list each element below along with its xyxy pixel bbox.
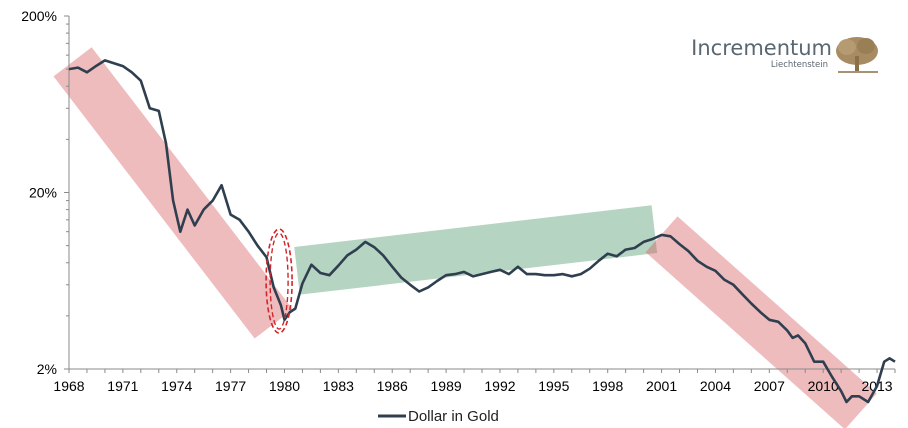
- x-tick-label: 1977: [215, 378, 246, 394]
- x-tick-label: 1995: [538, 378, 569, 394]
- x-tick-label: 1968: [53, 378, 84, 394]
- x-tick-label: 2010: [808, 378, 839, 394]
- x-ticks: 1968 1971 1974 1977 1980 1983 1986 1989 1992 1995…: [53, 369, 896, 394]
- x-tick-label: 1998: [592, 378, 623, 394]
- y-tick-label: 2%: [37, 361, 57, 377]
- y-ticks: 2% 20% 200%: [21, 8, 69, 377]
- highlight-ellipse-inner: [269, 232, 289, 330]
- legend: Dollar in Gold: [378, 408, 499, 425]
- x-tick-label: 1989: [431, 378, 462, 394]
- trend-band-2-green: [294, 205, 658, 295]
- x-tick-label: 1986: [377, 378, 408, 394]
- x-tick-label: 2004: [700, 378, 731, 394]
- tree-icon: [836, 37, 878, 73]
- x-tick-label: 2001: [646, 378, 677, 394]
- trend-band-3-red: [645, 216, 877, 428]
- y-tick-label: 20%: [29, 185, 57, 201]
- x-tick-label: 1974: [161, 378, 192, 394]
- x-tick-label: 1983: [323, 378, 354, 394]
- highlight-ellipse-outer: [265, 228, 293, 334]
- y-tick-label: 200%: [21, 8, 57, 24]
- x-tick-label: 1992: [484, 378, 515, 394]
- highlight-layer: [265, 228, 293, 334]
- series-layer: [68, 59, 896, 404]
- logo-subtitle: Liechtenstein: [771, 60, 828, 70]
- legend-label: Dollar in Gold: [408, 408, 499, 425]
- series-line-dollar-in-gold: [68, 59, 896, 404]
- logo: Incrementum Liechtenstein: [691, 36, 878, 73]
- x-tick-label: 1971: [107, 378, 138, 394]
- x-tick-label: 1980: [269, 378, 300, 394]
- logo-name: Incrementum: [691, 36, 832, 60]
- x-tick-label: 2007: [754, 378, 785, 394]
